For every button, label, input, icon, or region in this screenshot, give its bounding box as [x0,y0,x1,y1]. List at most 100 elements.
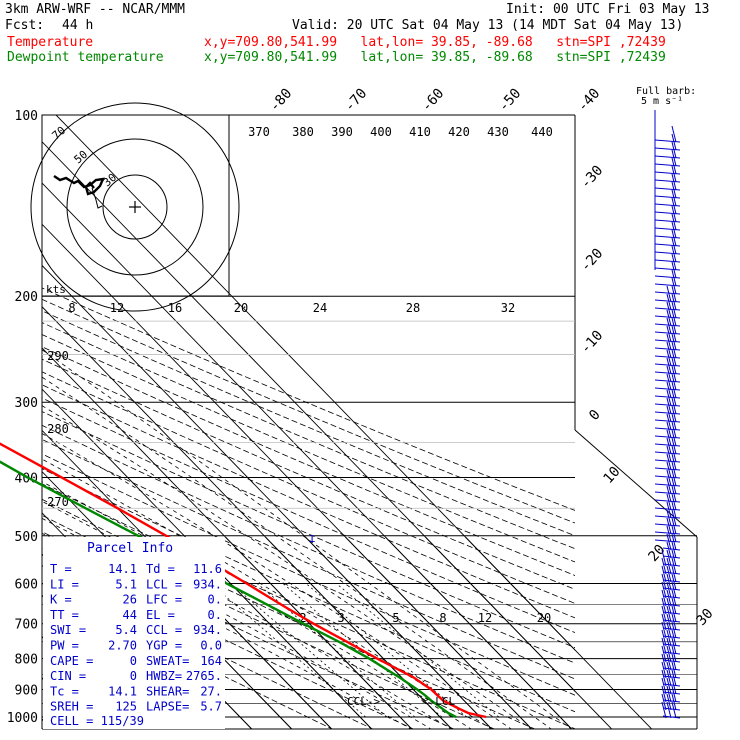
wind-barb-feather [671,413,677,431]
mixing-ratio-label: 12 [110,301,124,315]
theta-label: 400 [370,125,392,139]
barb-legend-units: 5 m s⁻¹ [641,96,683,107]
dry-adiabat [42,384,575,619]
wind-barb-feather [671,149,677,167]
wind-barb-feather [671,533,677,551]
parcel-key: LI = [50,577,79,591]
parcel-value: 5.1 [115,577,137,591]
forecast-label: Fcst: [5,18,45,33]
dry-adiabat [42,287,575,511]
wind-barb-feather [671,397,677,415]
moist-adiabat [42,376,552,729]
parcel-value: 2765. [186,669,222,683]
isotherm-line [0,115,12,729]
wind-barb-feather [666,461,672,479]
forecast-hour: 44 h [62,18,94,33]
wind-barb-feather [666,701,672,719]
wind-barb-feather [671,293,677,311]
parcel-title: Parcel Info [87,541,173,556]
wind-barb-feather [666,493,672,511]
wind-barb-feather [666,693,672,711]
wind-barb-feather [671,517,677,535]
isotherm-line [425,537,612,729]
hodograph-ring-label: 50 [72,148,91,166]
wind-barb-feather [671,693,677,711]
wind-barb-feather [671,381,677,399]
theta-label: 370 [248,125,270,139]
wind-barb-feather [671,181,677,199]
temperature-station-info: x,y=709.80,541.99 lat,lon= 39.85, -89.68… [204,35,666,50]
wind-barb-feather [666,533,672,551]
parcel-key: SWEAT= [146,654,189,668]
pressure-label: 900 [15,683,38,698]
wind-barb-feather [661,581,667,599]
hodograph-ring [102,174,168,240]
isotherm-line [265,537,452,729]
wind-barb-feather [671,309,677,327]
wind-barb-feather [666,421,672,439]
wind-barb-feather [666,389,672,407]
hodograph-trace [53,175,105,196]
dry-adiabat [42,453,575,696]
parcel-value: 0.0 [200,639,222,653]
wind-barb-feather [671,189,677,207]
parcel-value: 934. [193,623,222,637]
wind-barb-feather [666,637,672,655]
parcel-value: 27. [200,684,222,698]
isotherm-label: -10 [578,328,607,358]
wind-barb-feather [671,653,677,671]
wind-barb-feather [666,525,672,543]
wind-barb-feather [666,301,672,319]
wind-barb-feather [671,157,677,175]
wind-barb-feather [661,645,667,663]
sounding-profiles: CCL-> <-LCL [0,442,487,719]
wind-barb-feather [671,573,677,591]
wind-barb-feather [671,557,677,575]
isotherm-line [0,537,12,729]
wind-barb-feather [661,597,667,615]
theta-label: 420 [448,125,470,139]
pressure-label: 500 [15,530,38,545]
dewpoint-station-info: x,y=709.80,541.99 lat,lon= 39.85, -89.68… [204,50,666,65]
dry-adiabat [42,358,575,590]
parcel-key: TT = [50,608,79,622]
isotherm-label: -30 [578,163,607,193]
mixing-ratio-label: 5 [392,611,399,625]
parcel-value: 14.1 [108,562,137,576]
wind-barb-feather [671,509,677,527]
wind-barb-feather [671,253,677,271]
wind-barb-feather [661,677,667,695]
wind-barb-feather [666,677,672,695]
wind-barb-feather [661,613,667,631]
hodograph-ring [66,138,204,276]
wind-barb-feather [671,285,677,303]
mixing-ratio-line [210,583,366,718]
dry-adiabat [42,322,575,550]
wind-barb-feather [666,589,672,607]
parcel-key: LCL = [146,577,182,591]
wind-barb-feather [671,365,677,383]
temperature-profile [0,442,487,719]
wind-barb-feather [671,245,677,263]
wind-barb-feather [661,653,667,671]
wind-barb-feather [671,317,677,335]
wind-barb-feather [666,429,672,447]
theta-label: 440 [531,125,553,139]
theta-label: 270 [47,495,69,509]
isotherm-line [465,537,652,729]
parcel-key: Tc = [50,684,79,698]
isotherm-line [305,537,492,729]
parcel-value: 0. [208,593,222,607]
mixing-ratio-label: 20 [537,611,551,625]
wind-barb-feather [671,421,677,439]
isotherm-label: 10 [600,464,623,487]
isotherm-label: -20 [578,246,607,276]
parcel-value: 0. [208,608,222,622]
dry-adiabat [42,298,575,524]
init-time: Init: 00 UTC Fri 03 May 13 [506,2,710,17]
wind-barb-feather [671,541,677,559]
wind-barb-feather [666,485,672,503]
isotherm-label: -50 [496,86,525,116]
wind-barb-feather [671,261,677,279]
